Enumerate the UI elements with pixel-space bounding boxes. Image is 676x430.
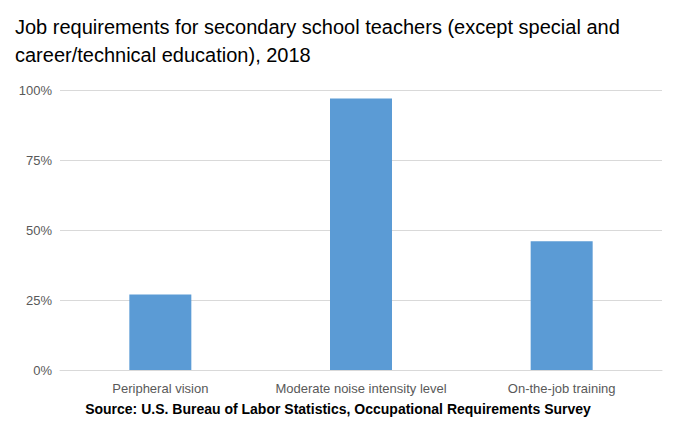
svg-text:Moderate noise intensity level: Moderate noise intensity level xyxy=(275,381,446,396)
svg-text:Job requirements for secondary: Job requirements for secondary school te… xyxy=(15,16,625,38)
svg-text:0%: 0% xyxy=(33,363,52,378)
svg-text:Source: U.S. Bureau of Labor S: Source: U.S. Bureau of Labor Statistics,… xyxy=(85,401,591,417)
svg-text:Peripheral vision: Peripheral vision xyxy=(112,381,208,396)
svg-text:On-the-job training: On-the-job training xyxy=(508,381,616,396)
svg-text:75%: 75% xyxy=(26,153,52,168)
svg-text:50%: 50% xyxy=(26,223,52,238)
svg-text:25%: 25% xyxy=(26,293,52,308)
svg-text:career/technical education), 2: career/technical education), 2018 xyxy=(15,44,311,66)
svg-text:100%: 100% xyxy=(19,83,53,98)
